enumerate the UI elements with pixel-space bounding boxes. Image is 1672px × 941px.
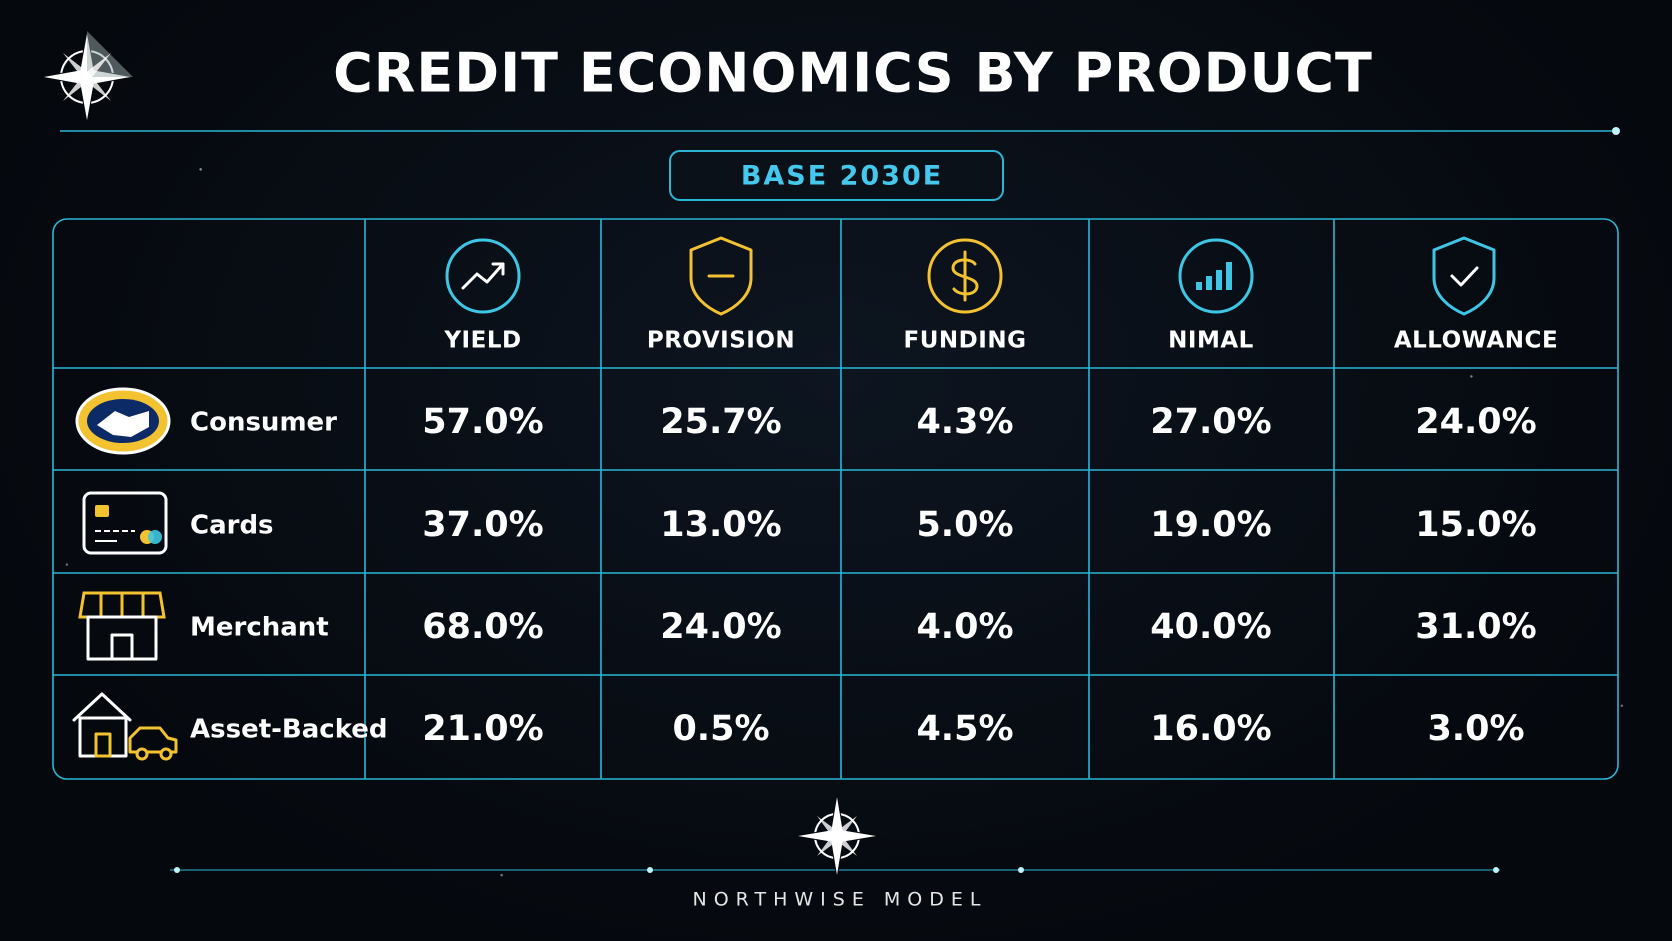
cell-value: 4.0%	[916, 607, 1013, 647]
column-header: PROVISION	[647, 328, 795, 354]
cell-value: 40.0%	[1150, 607, 1271, 647]
cell-value: 25.7%	[660, 402, 781, 442]
column-header: ALLOWANCE	[1394, 328, 1558, 354]
cell-value: 4.3%	[916, 402, 1013, 442]
brand: NORTHWISE MODEL	[693, 889, 988, 911]
column-header: YIELD	[443, 328, 521, 354]
footer-compass	[794, 793, 880, 879]
star	[1493, 867, 1499, 873]
star	[174, 867, 180, 873]
cell-value: 24.0%	[660, 607, 781, 647]
allowance-icon	[1432, 236, 1496, 316]
cell-value: 15.0%	[1415, 505, 1536, 545]
cell-value: 5.0%	[916, 505, 1013, 545]
row-label: Consumer	[190, 408, 337, 438]
badge: BASE 2030E	[741, 161, 943, 192]
cell-value: 13.0%	[660, 505, 781, 545]
cell-value: 21.0%	[422, 709, 543, 749]
cell-value: 19.0%	[1150, 505, 1271, 545]
star	[1018, 867, 1024, 873]
row-label: Asset-Backed	[190, 715, 388, 745]
star	[647, 867, 653, 873]
title: CREDIT ECONOMICS BY PRODUCT	[333, 42, 1373, 105]
star	[1612, 127, 1620, 135]
nimal-icon	[1178, 238, 1254, 314]
yield-icon	[445, 238, 521, 314]
cell-value: 68.0%	[422, 607, 543, 647]
cell-value: 27.0%	[1150, 402, 1271, 442]
cell-value: 57.0%	[422, 402, 543, 442]
compass-logo	[40, 30, 134, 124]
table-grid	[53, 219, 1618, 779]
row-label: Merchant	[190, 613, 329, 643]
column-header: FUNDING	[904, 328, 1027, 354]
cell-value: 4.5%	[916, 709, 1013, 749]
column-header: NIMAL	[1168, 328, 1254, 354]
cell-value: 16.0%	[1150, 709, 1271, 749]
cell-value: 37.0%	[422, 505, 543, 545]
badge-box	[669, 150, 1004, 201]
funding-icon	[927, 238, 1003, 314]
cell-value: 24.0%	[1415, 402, 1536, 442]
table-frame	[52, 218, 1619, 780]
asset-backed-icon	[72, 692, 178, 761]
cell-value: 0.5%	[672, 709, 769, 749]
row-label: Cards	[190, 511, 274, 541]
consumer-icon	[75, 387, 171, 455]
cell-value: 31.0%	[1415, 607, 1536, 647]
cell-value: 3.0%	[1427, 709, 1524, 749]
merchant-icon	[78, 591, 166, 661]
cards-icon	[82, 491, 168, 555]
table-content: YIELD PROVISION FUNDING NIMAL ALLOWANCE Consu…	[190, 328, 1558, 750]
provision-icon	[689, 236, 753, 316]
